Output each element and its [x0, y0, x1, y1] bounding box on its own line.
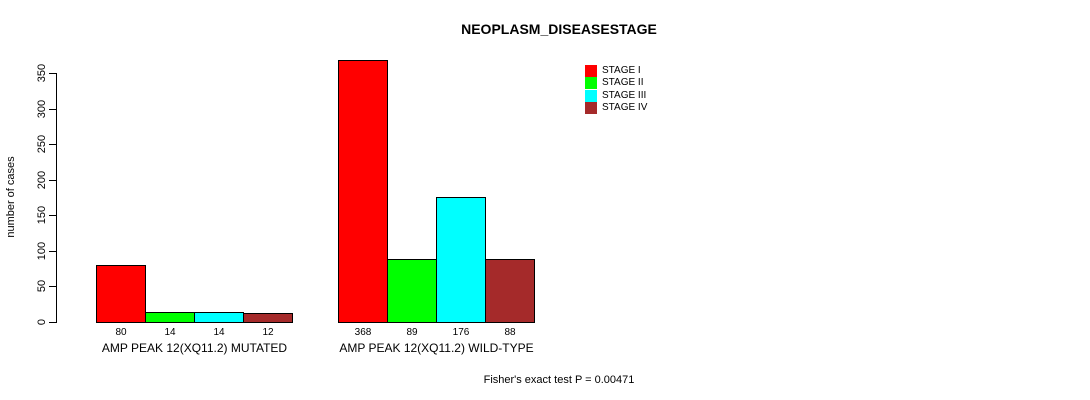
y-axis-tick: [49, 250, 56, 252]
legend-swatch: [585, 102, 597, 115]
bar-stage-ii: [387, 258, 437, 323]
bar-stage-iii: [436, 196, 486, 323]
y-axis-tick: [49, 179, 56, 181]
bar-value-label: 176: [452, 327, 470, 338]
y-axis-tick-label: 350: [36, 63, 48, 83]
legend-swatch: [585, 65, 597, 77]
bar-stage-i: [338, 60, 388, 323]
bar-value-label: 89: [406, 327, 418, 338]
y-axis-tick: [49, 73, 56, 74]
bar-value-label: 14: [213, 327, 225, 338]
y-axis-tick: [49, 108, 56, 110]
stat-test-footnote: Fisher's exact test P = 0.00471: [483, 374, 635, 386]
y-axis-tick: [49, 144, 56, 146]
legend-item: STAGE I: [585, 65, 647, 77]
legend-item: STAGE II: [585, 77, 647, 90]
chart-title: NEOPLASM_DISEASESTAGE: [461, 21, 657, 37]
legend-label: STAGE II: [602, 77, 644, 89]
bar-value-label: 88: [504, 327, 516, 338]
legend-label: STAGE IV: [602, 102, 648, 114]
bar-value-label: 14: [164, 327, 176, 338]
y-axis-line: [56, 73, 57, 323]
y-axis-tick: [49, 215, 56, 217]
bar-stage-i: [96, 265, 146, 323]
legend-label: STAGE III: [602, 89, 647, 101]
bar-stage-iv: [485, 259, 535, 323]
bar-stage-iii: [194, 312, 244, 323]
legend-swatch: [585, 89, 597, 102]
bar-value-label: 80: [115, 327, 127, 338]
legend-label: STAGE I: [602, 65, 641, 76]
x-group-label: AMP PEAK 12(XQ11.2) MUTATED: [101, 341, 288, 355]
bar-value-label: 368: [354, 327, 372, 338]
y-axis-tick: [49, 286, 56, 288]
x-group-label: AMP PEAK 12(XQ11.2) WILD-TYPE: [339, 341, 534, 355]
y-axis-tick: [49, 322, 56, 323]
bar-stage-ii: [145, 312, 195, 323]
bar-stage-iv: [243, 313, 293, 323]
legend-swatch: [585, 77, 597, 90]
legend-item: STAGE III: [585, 89, 647, 102]
bar-value-label: 12: [262, 327, 274, 338]
legend-item: STAGE IV: [585, 102, 648, 115]
legend: STAGE I STAGE II STAGE III STAGE IV: [585, 65, 647, 115]
